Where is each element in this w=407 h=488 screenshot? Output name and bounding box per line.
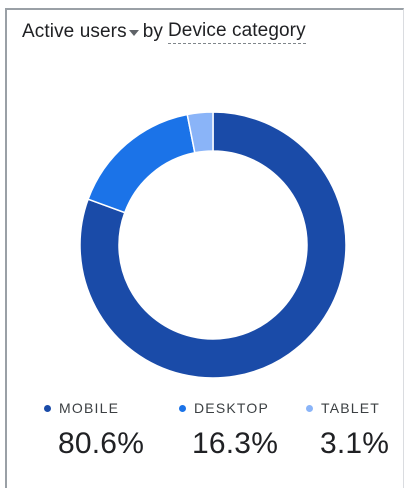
legend-value-desktop: 16.3% xyxy=(192,427,278,461)
donut-chart xyxy=(0,0,407,400)
legend-value-mobile: 80.6% xyxy=(58,427,144,461)
legend-value-tablet: 3.1% xyxy=(320,427,389,461)
donut-slice-desktop[interactable] xyxy=(88,115,195,213)
legend-item-mobile: MOBILE 80.6% xyxy=(44,400,144,461)
legend-item-tablet: TABLET 3.1% xyxy=(306,400,389,461)
legend-label-tablet: TABLET xyxy=(321,400,380,416)
tablet-dot-icon xyxy=(306,405,313,412)
chart-legend: MOBILE 80.6% DESKTOP 16.3% TABLET 3.1% xyxy=(0,400,407,480)
legend-label-mobile: MOBILE xyxy=(59,400,119,416)
mobile-dot-icon xyxy=(44,405,51,412)
desktop-dot-icon xyxy=(179,405,186,412)
legend-label-desktop: DESKTOP xyxy=(194,400,269,416)
legend-item-desktop: DESKTOP 16.3% xyxy=(179,400,278,461)
